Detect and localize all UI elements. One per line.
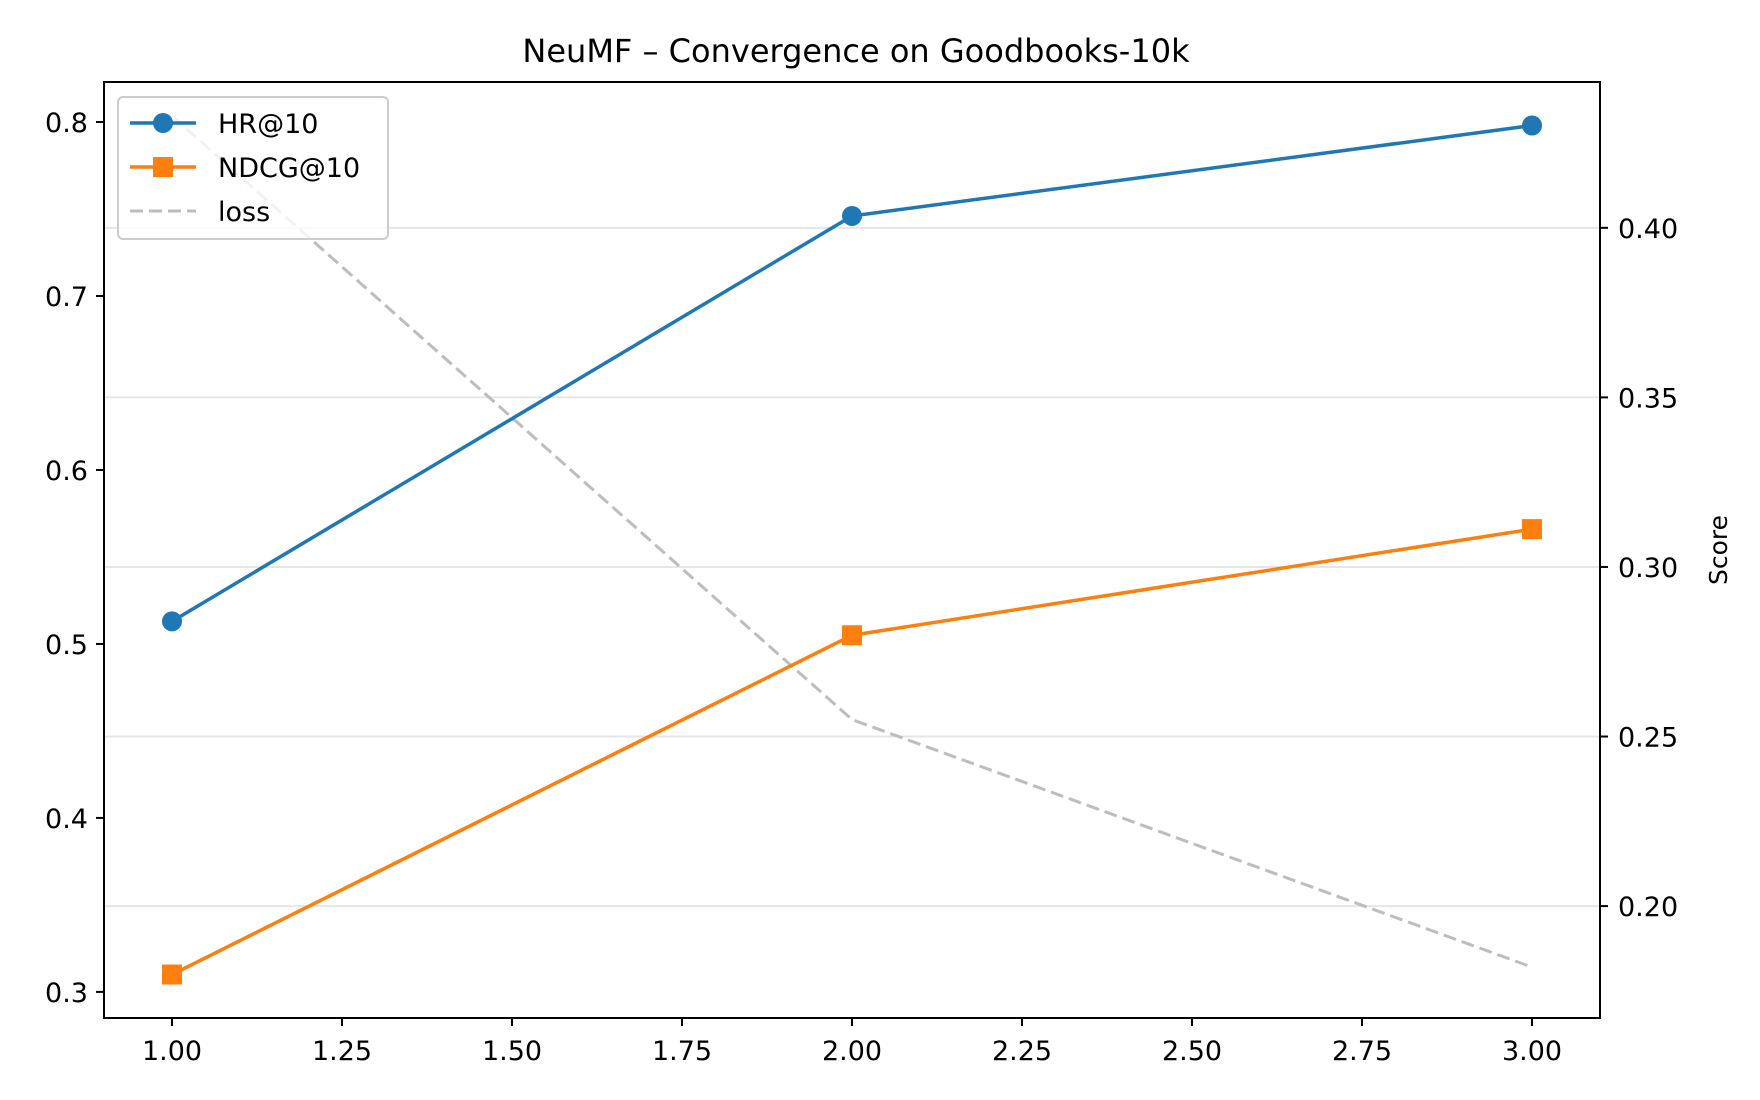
y-left-tick-label: 0.4: [45, 804, 88, 835]
y-axis-right-label: Score: [1704, 515, 1733, 585]
chart-title: NeuMF – Convergence on Goodbooks-10k: [522, 32, 1190, 70]
y-left-tick-label: 0.3: [45, 978, 88, 1009]
y-left-tick-label: 0.6: [45, 456, 88, 487]
y-right-tick-label: 0.30: [1618, 553, 1678, 584]
data-point: [162, 964, 182, 985]
legend-box: [117, 96, 389, 240]
x-tick-label: 2.50: [1162, 1036, 1222, 1067]
y-right-tick-label: 0.35: [1618, 383, 1678, 414]
legend-marker: [153, 157, 173, 177]
data-point: [842, 205, 862, 226]
y-left-tick-label: 0.5: [45, 630, 88, 661]
x-tick-label: 1.25: [312, 1036, 372, 1067]
x-tick-label: 2.25: [992, 1036, 1052, 1067]
x-tick-label: 2.75: [1332, 1036, 1392, 1067]
y-right-tick-label: 0.40: [1618, 214, 1678, 245]
legend-label: loss: [218, 197, 270, 228]
grid-lines: [104, 226, 1600, 908]
y-axis-left: 0.3 0.4 0.5 0.6 0.7 0.8: [45, 108, 104, 1009]
legend-label: NDCG@10: [218, 153, 360, 184]
plot-series: [162, 114, 1542, 985]
legend: HR@10 NDCG@10 loss: [117, 96, 389, 240]
data-point: [1522, 519, 1542, 540]
y-left-tick-label: 0.8: [45, 108, 88, 139]
x-axis: 1.00 1.25 1.50 1.75 2.00 2.25 2.50 2.75 3.00: [142, 1018, 1562, 1067]
y-right-tick-label: 0.25: [1618, 723, 1678, 754]
legend-marker: [153, 113, 173, 133]
x-tick-label: 2.00: [822, 1036, 882, 1067]
data-point: [162, 611, 182, 632]
x-tick-label: 3.00: [1502, 1036, 1562, 1067]
y-left-tick-label: 0.7: [45, 282, 88, 313]
x-tick-label: 1.75: [652, 1036, 712, 1067]
data-point: [1522, 115, 1542, 136]
y-axis-right: 0.20 0.25 0.30 0.35 0.40: [1600, 214, 1678, 923]
x-tick-label: 1.50: [482, 1036, 542, 1067]
y-right-tick-label: 0.20: [1618, 892, 1678, 923]
series-line-loss: [171, 114, 1533, 969]
legend-label: HR@10: [218, 109, 318, 140]
data-point: [842, 625, 862, 646]
x-tick-label: 1.00: [142, 1036, 202, 1067]
